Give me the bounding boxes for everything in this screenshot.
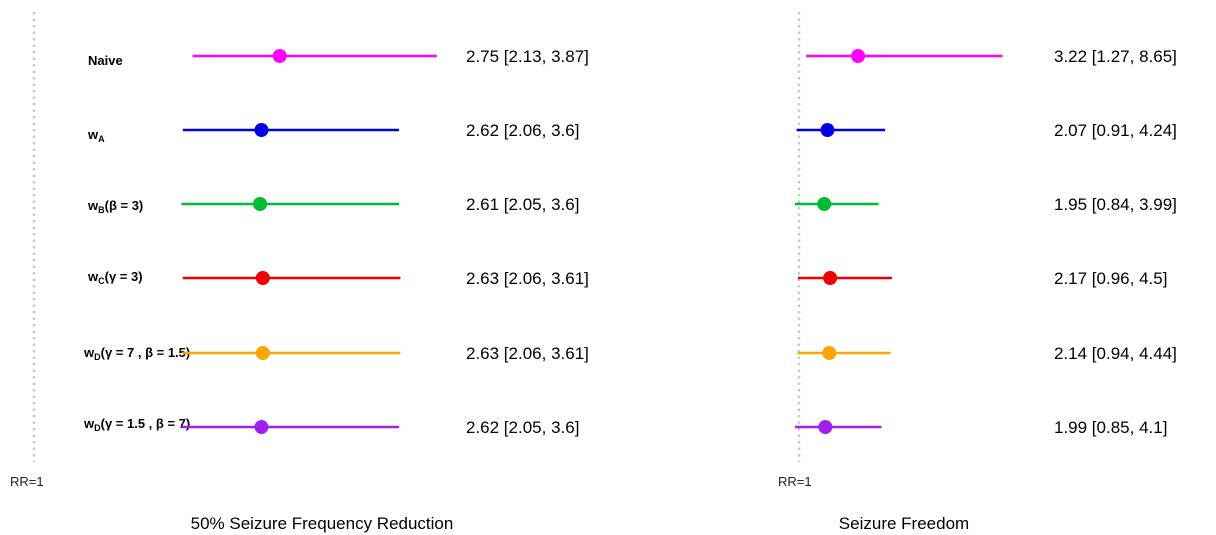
estimate-point [253,197,268,211]
row-labels: Naive wA wB(β = 3) wC(γ = 3) wD(γ = 7 , … [83,53,190,433]
reference-line-label: RR=1 [778,474,812,489]
row-label-wc: wC(γ = 3) [87,269,143,286]
estimate-point [851,49,866,63]
estimate-label: 1.99 [0.85, 4.1] [1054,418,1167,437]
estimate-point [255,271,270,285]
estimate-label: 2.75 [2.13, 3.87] [466,47,589,66]
estimate-point [254,420,269,434]
estimate-label: 2.63 [2.06, 3.61] [466,269,589,288]
estimate-label: 2.14 [0.94, 4.44] [1054,344,1177,363]
estimate-point [272,49,287,63]
estimate-label: 2.17 [0.96, 4.5] [1054,269,1167,288]
panel-frequency-reduction: RR=1 2.75 [2.13, 3.87]2.62 [2.06, 3.6]2.… [10,12,589,533]
panel-seizure-freedom: RR=1 3.22 [1.27, 8.65] 2.07 [0.91, 4.24] 1… [778,12,1177,533]
estimate-label: 1.95 [0.84, 3.99] [1054,195,1177,214]
estimate-point [823,271,838,285]
estimate-point [254,123,269,137]
estimate-label: 3.22 [1.27, 8.65] [1054,47,1177,66]
row-label-wa: wA [87,127,105,144]
estimate-label: 2.63 [2.06, 3.61] [466,344,589,363]
row-label-wd-1: wD(γ = 7 , β = 1.5) [83,345,190,362]
estimate-label: 2.61 [2.05, 3.6] [466,195,579,214]
row-label-wd-2: wD(γ = 1.5 , β = 7) [83,416,190,433]
panel-title: Seizure Freedom [839,514,969,533]
estimate-label: 2.62 [2.06, 3.6] [466,121,579,140]
row-label-naive: Naive [88,53,123,68]
row-label-wb: wB(β = 3) [87,198,143,215]
estimate-point [822,346,837,360]
estimate-label: 2.62 [2.05, 3.6] [466,418,579,437]
reference-line-label: RR=1 [10,474,44,489]
estimate-label: 2.07 [0.91, 4.24] [1054,121,1177,140]
panel-1-marks: 2.75 [2.13, 3.87] 2.62 [2.06, 3.6] 2.61 [2… [181,47,589,437]
panel-title: 50% Seizure Frequency Reduction [191,514,454,533]
estimate-point [817,197,832,211]
estimate-point [820,123,835,137]
estimate-point [818,420,833,434]
panel-2-marks: 3.22 [1.27, 8.65] 2.07 [0.91, 4.24] 1.95 [… [794,47,1177,437]
estimate-point [255,346,270,360]
